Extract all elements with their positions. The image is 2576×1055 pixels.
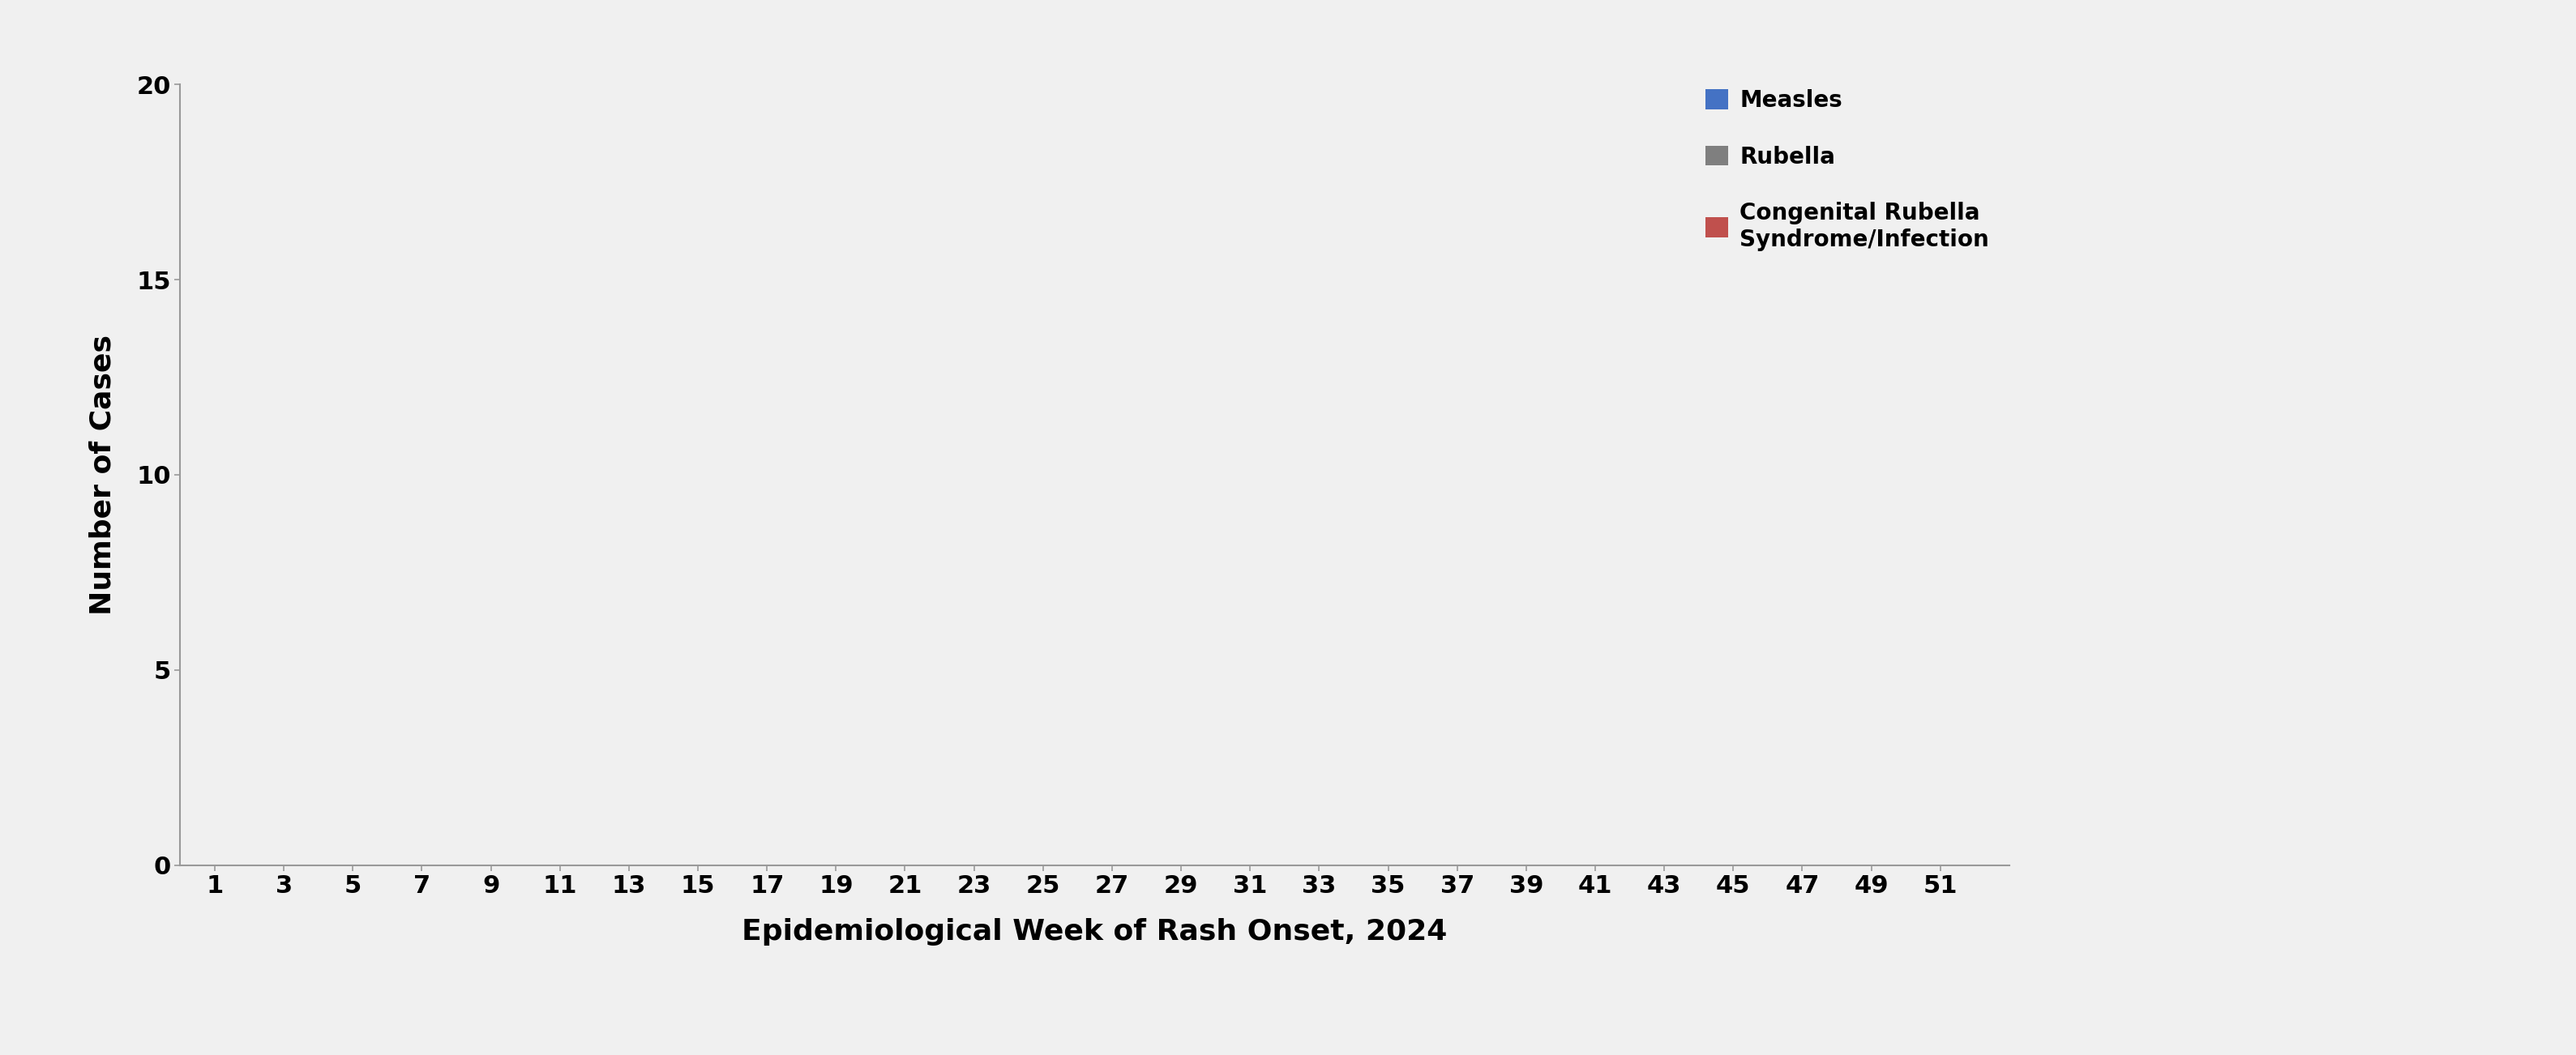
Y-axis label: Number of Cases: Number of Cases [88,334,116,615]
X-axis label: Epidemiological Week of Rash Onset, 2024: Epidemiological Week of Rash Onset, 2024 [742,919,1448,946]
Legend: Measles, Rubella, Congenital Rubella
Syndrome/Infection: Measles, Rubella, Congenital Rubella Syn… [1698,80,1999,260]
